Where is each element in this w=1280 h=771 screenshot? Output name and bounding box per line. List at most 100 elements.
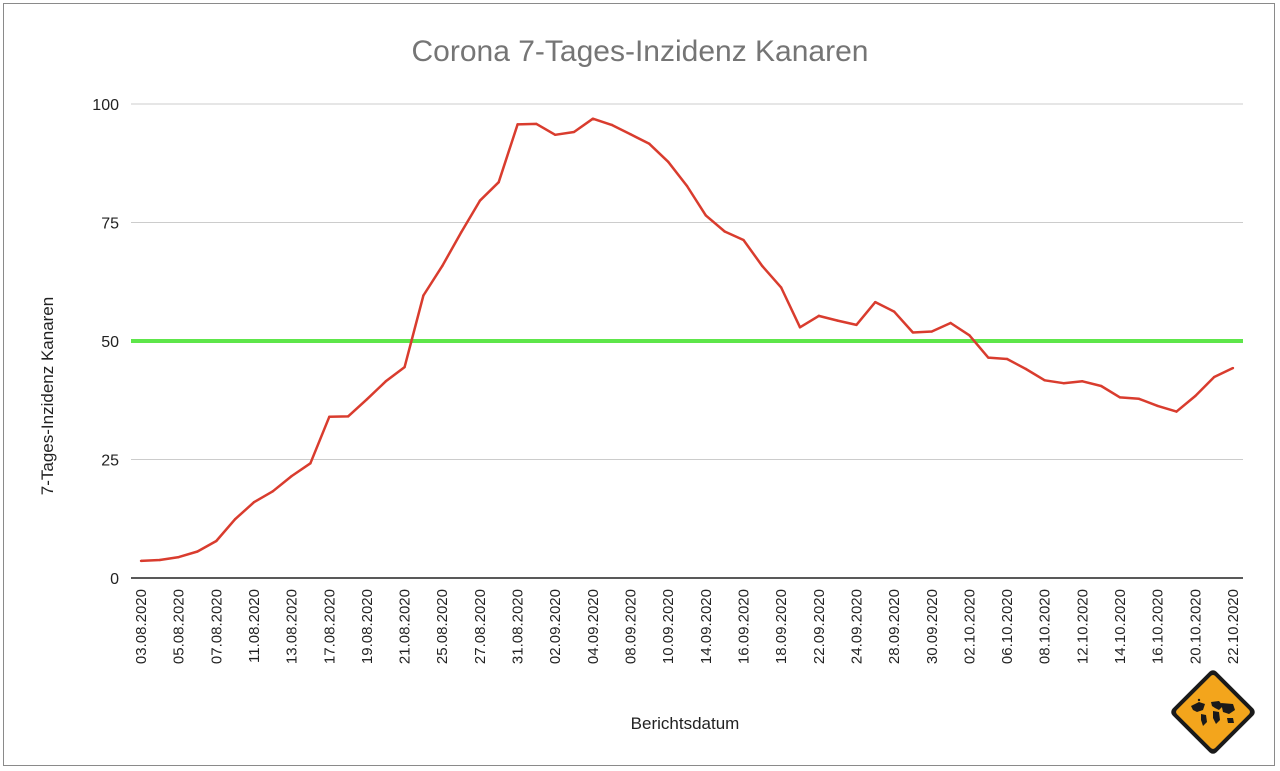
y-tick-label: 100: [92, 97, 119, 114]
series-points: [139, 117, 1235, 563]
data-point: [139, 559, 143, 563]
data-point: [761, 264, 764, 268]
data-point: [987, 356, 990, 359]
x-tick-label: 12.10.2020: [1074, 589, 1091, 664]
x-tick-label: 04.09.2020: [585, 589, 602, 664]
data-point: [1024, 367, 1028, 371]
x-tick-label: 22.09.2020: [811, 589, 828, 664]
data-point: [779, 286, 783, 289]
data-point: [836, 319, 839, 322]
data-point: [817, 314, 820, 318]
x-tick-label: 16.10.2020: [1150, 589, 1167, 664]
data-point: [1231, 366, 1235, 370]
data-point: [328, 415, 331, 419]
data-point: [365, 398, 369, 401]
data-point: [1212, 375, 1216, 379]
data-point: [949, 321, 952, 325]
y-axis-label: 7-Tages-Inzidenz Kanaren: [38, 297, 57, 495]
data-point: [309, 462, 312, 465]
y-tick-label: 25: [101, 453, 119, 470]
data-point: [968, 334, 971, 337]
logo-sign-fill: [1176, 675, 1250, 749]
x-tick-label: 05.08.2020: [171, 589, 188, 664]
data-point: [1118, 396, 1122, 399]
x-tick-label: 27.08.2020: [472, 589, 489, 664]
x-tick-label: 06.10.2020: [999, 589, 1016, 664]
data-point: [459, 231, 463, 234]
x-tick-label: 20.10.2020: [1187, 589, 1204, 664]
data-point: [1005, 357, 1009, 361]
data-point: [516, 123, 519, 126]
data-point: [855, 323, 858, 327]
data-point: [1100, 384, 1103, 388]
data-point: [629, 133, 632, 136]
y-tick-label: 75: [101, 216, 119, 233]
x-tick-label: 10.09.2020: [660, 589, 677, 664]
x-tick-label: 25.08.2020: [434, 589, 451, 664]
data-point: [252, 500, 256, 504]
data-point: [572, 130, 576, 134]
data-point: [535, 122, 538, 126]
data-point: [742, 238, 745, 242]
x-axis-ticks: 03.08.2020 05.08.2020 07.08.2020 11.08.2020…: [133, 589, 1242, 664]
data-point: [911, 331, 915, 334]
gridlines: [131, 103, 1243, 460]
x-tick-label: 30.09.2020: [924, 589, 941, 664]
x-tick-label: 14.09.2020: [698, 589, 715, 664]
data-point: [1081, 380, 1084, 383]
y-tick-label: 50: [101, 334, 119, 351]
x-tick-label: 16.09.2020: [735, 589, 752, 664]
data-point: [271, 490, 274, 493]
data-point: [403, 365, 406, 369]
data-point: [685, 184, 689, 188]
data-point: [874, 300, 877, 304]
data-point: [798, 326, 802, 329]
x-tick-label: 13.08.2020: [284, 589, 301, 664]
world-map-warning-sign-icon: [1171, 670, 1255, 754]
data-point: [290, 474, 293, 478]
data-point: [1137, 397, 1141, 401]
x-tick-label: 31.08.2020: [510, 589, 527, 664]
logo-map-shapes: [1191, 698, 1235, 726]
data-point: [1043, 379, 1046, 382]
data-point: [177, 555, 180, 559]
data-point: [930, 330, 933, 333]
data-point: [196, 550, 199, 553]
data-point: [384, 380, 387, 383]
x-tick-label: 02.09.2020: [547, 589, 564, 664]
data-point: [591, 117, 595, 120]
data-point: [1194, 394, 1197, 398]
x-tick-label: 17.08.2020: [321, 589, 338, 664]
x-tick-label: 02.10.2020: [961, 589, 978, 664]
x-tick-label: 03.08.2020: [133, 589, 150, 664]
x-tick-label: 19.08.2020: [359, 589, 376, 664]
data-point: [666, 160, 670, 164]
x-tick-label: 24.09.2020: [848, 589, 865, 664]
data-point: [441, 264, 444, 268]
data-point: [554, 133, 557, 137]
x-axis-label: Berichtsdatum: [631, 714, 740, 733]
x-tick-label: 18.09.2020: [773, 589, 790, 664]
data-point: [610, 123, 613, 127]
x-tick-label: 22.10.2020: [1225, 589, 1242, 664]
data-point: [1156, 404, 1159, 408]
x-tick-label: 28.09.2020: [886, 589, 903, 664]
data-point: [233, 518, 237, 521]
x-tick-label: 08.09.2020: [623, 589, 640, 664]
data-point: [1175, 410, 1178, 413]
data-point: [704, 214, 708, 217]
data-point: [892, 310, 896, 313]
x-tick-label: 07.08.2020: [208, 589, 225, 664]
x-tick-label: 11.08.2020: [246, 589, 263, 663]
data-point: [1062, 381, 1065, 385]
y-axis-ticks: 0 25 50 75 100: [92, 97, 119, 588]
data-point: [648, 142, 651, 146]
chart-title: Corona 7-Tages-Inzidenz Kanaren: [412, 35, 869, 68]
x-tick-label: 21.08.2020: [397, 589, 414, 664]
chart-frame: [3, 3, 1275, 766]
data-point: [346, 415, 350, 418]
data-point: [422, 294, 425, 297]
x-tick-label: 08.10.2020: [1037, 589, 1054, 664]
data-point: [215, 539, 218, 543]
